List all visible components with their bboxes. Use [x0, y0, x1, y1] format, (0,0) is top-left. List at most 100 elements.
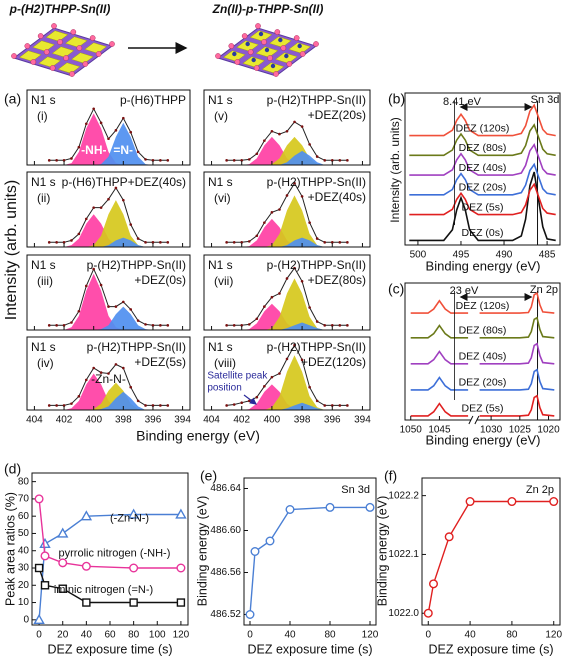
zn-atom [278, 37, 283, 43]
marker [57, 527, 69, 538]
sn-atom [280, 45, 287, 51]
marker [129, 598, 138, 607]
sn-atom [255, 23, 261, 29]
sn-atom [274, 29, 281, 35]
data-point [166, 324, 170, 327]
x-tick-label: 404 [26, 415, 43, 426]
zn-atom [258, 31, 264, 37]
panel-title: p-(H2)THPP-Sn(II) [87, 258, 186, 272]
panel-title: p-(H2)THPP-Sn(II) [87, 340, 186, 354]
data-point [315, 237, 319, 240]
data-point [144, 241, 147, 244]
data-point [278, 132, 281, 136]
panel-title: p-(H6)THPP+DEZ(40s) [62, 175, 186, 189]
sn-atom [253, 65, 260, 71]
data-point [346, 404, 349, 407]
x-tick-label: 1020 [537, 425, 560, 436]
y-axis-label: Intensity (arb. units) [3, 180, 20, 321]
x-tick-label: 0 [36, 630, 42, 641]
data-point [55, 159, 58, 162]
x-tick-label: 1050 [400, 425, 423, 436]
marker [39, 537, 51, 549]
data-point [240, 159, 244, 162]
panel-numeral: (viii) [214, 356, 236, 370]
data-point [122, 366, 125, 370]
data-point [129, 223, 133, 226]
data-point [338, 241, 342, 244]
data-point [84, 378, 88, 382]
annotation-arrow [243, 394, 257, 405]
marker [175, 508, 187, 519]
y-tick-label: 10 [18, 597, 30, 608]
data-point [129, 308, 133, 311]
data-point [144, 158, 147, 161]
data-point [151, 324, 155, 327]
marker [127, 508, 140, 519]
data-point [285, 129, 289, 133]
y-axis-label: Binding energy (eV) [195, 496, 209, 606]
plot-frame [203, 171, 371, 248]
y-tick-label: 0 [23, 614, 29, 625]
y-tick-label: 486.60 [210, 525, 241, 536]
y-tick-label: 1022.2 [388, 490, 419, 501]
sn-atom [273, 71, 279, 77]
marker [176, 563, 186, 573]
data-point [263, 305, 266, 308]
series-label: (-Zn-N-) [110, 513, 149, 525]
sn-atom [30, 59, 37, 65]
panel-title: p-(H2)THPP-Sn(II) [267, 175, 366, 189]
data-point [159, 241, 162, 244]
panel-title: p-(H6)THPP [120, 93, 186, 107]
y-tick-label: 50 [18, 528, 30, 539]
data-point [136, 150, 140, 154]
sn-atom [37, 33, 44, 39]
data-point [338, 159, 342, 162]
component-area [226, 278, 348, 330]
annotation: -NH- [81, 143, 106, 157]
data-point [247, 240, 251, 243]
data-point [62, 404, 66, 407]
x-tick-label: 500 [410, 250, 427, 261]
data-point [70, 402, 73, 405]
x-axis-label: DEZ exposure time (s) [247, 642, 372, 656]
marker [285, 505, 295, 515]
data-point [62, 159, 66, 162]
plot-frame [203, 89, 371, 166]
y-tick-label: 486.52 [210, 609, 241, 620]
marker [40, 551, 50, 561]
x-tick-label: 80 [128, 630, 140, 641]
data-point [263, 384, 266, 388]
data-point [308, 221, 311, 224]
sn-atom [49, 65, 56, 71]
spectrum [409, 182, 556, 216]
x-tick-label: 396 [324, 415, 341, 426]
x-tick-label: 1030 [480, 425, 503, 436]
data-point [62, 241, 66, 244]
panel-title: +DEZ(5s) [134, 355, 186, 369]
series-label: DEZ (0s) [462, 227, 504, 239]
x-tick-label: 404 [203, 415, 220, 426]
data-point [300, 125, 304, 128]
panel-title: p-(H2)THPP-Sn(II) [267, 93, 366, 107]
x-tick-label: 1045 [428, 425, 451, 436]
component-area [49, 306, 168, 330]
data-point [114, 363, 118, 366]
component-area [49, 122, 168, 165]
component-area [49, 214, 168, 247]
data-point [99, 283, 103, 287]
sn-atom [299, 51, 306, 57]
marker [549, 497, 559, 507]
marker [82, 598, 91, 607]
marker [365, 502, 375, 512]
component-area [226, 136, 348, 165]
series-label: DEZ (40s) [459, 162, 507, 174]
marker [444, 532, 454, 542]
data-point [151, 404, 155, 407]
series-label: iminic nitrogen (=N-) [54, 584, 153, 596]
sn-atom [11, 53, 17, 59]
data-point [144, 323, 147, 326]
data-point [107, 372, 110, 375]
panel-title: +DEZ(20s) [308, 108, 366, 122]
marker [58, 558, 68, 568]
series-line [38, 498, 181, 569]
